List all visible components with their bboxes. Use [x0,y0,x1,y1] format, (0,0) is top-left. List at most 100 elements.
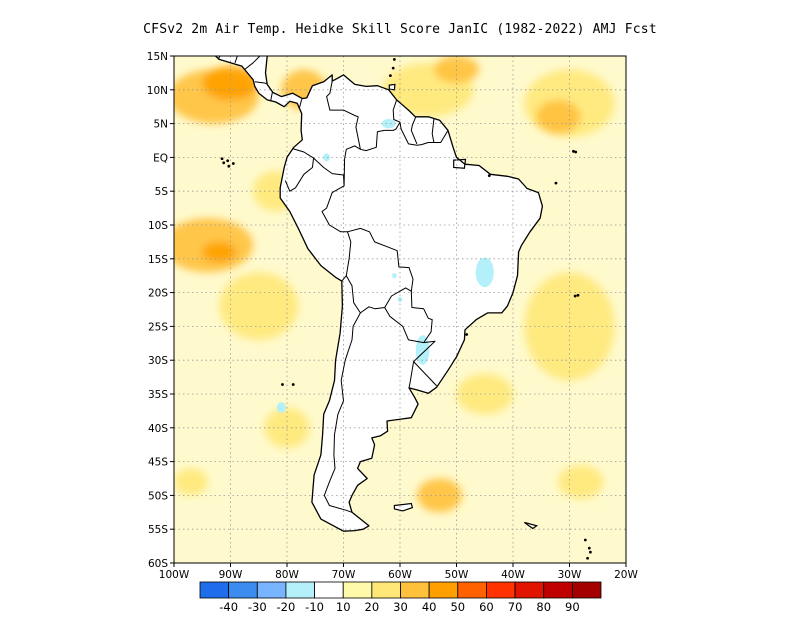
small-island [388,74,392,78]
lon-tick-label: 40W [501,569,525,581]
lat-tick-label: 15S [148,254,168,266]
lon-tick-label: 30W [558,569,582,581]
colorbar-swatch [400,581,430,599]
lat-tick-label: 40S [148,423,168,435]
colorbar-label: 80 [536,600,551,614]
colorbar-label: -10 [305,600,324,614]
lat-tick-label: EQ [153,152,168,164]
colorbar-label: 70 [508,600,523,614]
small-island [391,66,395,70]
country-border [360,99,401,152]
lat-tick-label: 35S [148,389,168,401]
small-island [487,174,491,178]
small-island [281,383,284,386]
small-island [227,164,231,168]
lat-tick-label: 45S [148,457,168,469]
colorbar-swatch [342,581,373,599]
lon-tick-label: 100W [159,569,190,581]
map-title: CFSv2 2m Air Temp. Heidke Skill Score Ja… [143,22,657,37]
island [297,33,308,36]
lat-tick-label: 10S [148,220,168,232]
country-border [431,118,435,143]
small-island [572,149,575,153]
negative-skill-patch [392,272,397,279]
country-border [234,56,238,63]
small-island [390,46,393,49]
south-america-land [215,56,543,532]
lat-tick-label: 25S [148,321,168,333]
country-border [284,148,315,192]
colorbar-label: 40 [422,600,437,614]
small-island [231,162,235,165]
country-border [313,157,352,282]
country-border [270,92,273,102]
lon-tick-label: 50W [445,569,469,581]
small-island [586,556,589,560]
lat-tick-label: 20S [148,288,168,300]
lat-tick-label: 30S [148,355,168,367]
colorbar-swatch [457,581,487,599]
country-border [413,340,438,387]
lat-tick-label: 5N [153,119,168,131]
colorbar-swatch [543,581,573,599]
island [359,32,368,35]
skill-blob [219,272,299,340]
country-border [217,56,221,60]
lat-tick-label: 15N [147,51,168,63]
colorbar-label: 30 [393,600,408,614]
lat-tick-label: 5S [155,186,169,198]
colorbar-label: 90 [565,600,580,614]
negative-skill-patch [276,402,286,413]
country-border [408,361,415,388]
colorbar-swatch [571,581,602,599]
colorbar-label: 20 [365,600,380,614]
country-border [244,56,269,70]
small-island [465,333,469,336]
colorbar-label: -40 [219,600,238,614]
colorbar-swatch [514,581,545,599]
colorbar-swatch [228,581,258,599]
skill-blob [174,468,208,496]
negative-skill-patch [475,257,494,288]
negative-skill-patches [276,118,494,413]
colorbar-label: -30 [248,600,267,614]
country-border [323,275,361,513]
lat-tick-label: 60S [148,558,168,570]
colorbar-swatch [371,581,401,599]
small-island [554,181,558,185]
small-island [587,546,591,550]
island [319,24,352,36]
small-island [573,294,577,298]
colorbar-swatch [256,581,287,599]
country-border [254,81,267,85]
small-island [371,32,374,35]
country-border [326,80,361,186]
lon-tick-label: 20W [614,569,638,581]
country-border [410,116,418,145]
small-island [226,159,230,163]
colorbar-label: 60 [479,600,494,614]
island [259,1,320,24]
island [393,502,414,512]
lat-tick-label: 10N [147,85,168,97]
country-border [384,291,433,344]
small-islands [220,32,592,560]
skill-blob [558,464,604,499]
skill-blob [535,99,581,134]
colorbar-swatch [199,581,230,599]
country-border [298,99,303,109]
colorbar-swatch [285,581,315,599]
small-island [291,383,295,386]
small-island [589,550,592,554]
lon-tick-label: 90W [219,569,243,581]
islands-layer [259,1,539,530]
lat-tick-label: 50S [148,490,168,502]
negative-skill-patch [381,118,396,129]
small-island [576,293,580,297]
colorbar: -40 -30 -20 -10 10 20 30 40 50 60 70 80 90 [199,581,602,614]
country-border [347,227,414,314]
lon-tick-label: 60W [388,569,412,581]
small-island [222,161,226,165]
small-island [583,538,587,542]
colorbar-label: 10 [336,600,351,614]
